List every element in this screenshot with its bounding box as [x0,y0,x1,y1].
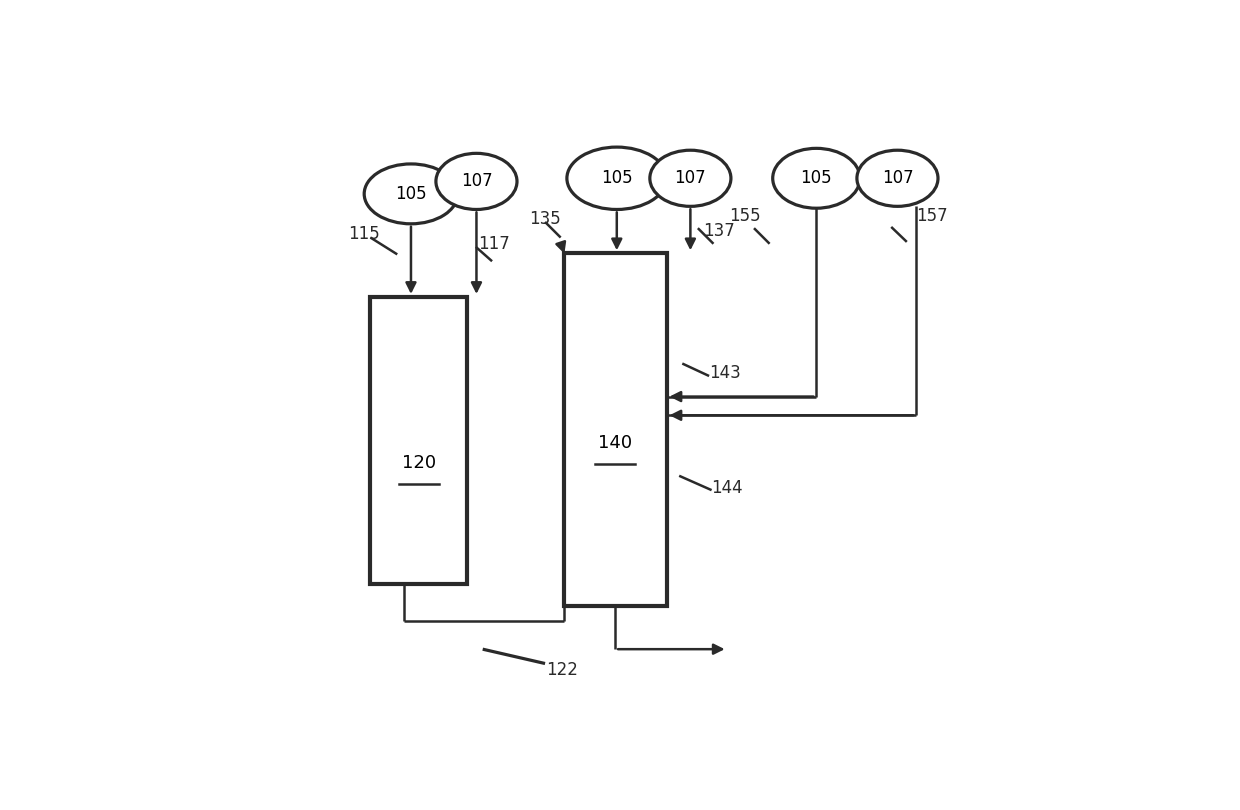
Text: 122: 122 [546,661,578,679]
Text: 157: 157 [916,207,947,224]
Bar [564,254,667,606]
Ellipse shape [857,150,937,207]
Text: 107: 107 [460,173,492,190]
Text: 105: 105 [601,169,632,187]
Ellipse shape [567,147,667,210]
Text: 135: 135 [529,210,562,228]
Text: 155: 155 [729,207,760,224]
Text: 105: 105 [801,169,832,187]
Ellipse shape [436,153,517,210]
Ellipse shape [773,148,861,208]
Text: 140: 140 [598,434,632,453]
Text: 143: 143 [709,364,740,382]
Text: 120: 120 [402,454,435,472]
Text: 144: 144 [712,479,743,497]
Ellipse shape [365,164,458,224]
Text: 137: 137 [703,222,734,240]
Text: 107: 107 [675,169,707,187]
Ellipse shape [650,150,730,207]
Text: 115: 115 [348,225,381,244]
Text: 117: 117 [479,235,510,253]
Bar [371,296,467,584]
Text: 107: 107 [882,169,914,187]
Text: 105: 105 [396,185,427,202]
